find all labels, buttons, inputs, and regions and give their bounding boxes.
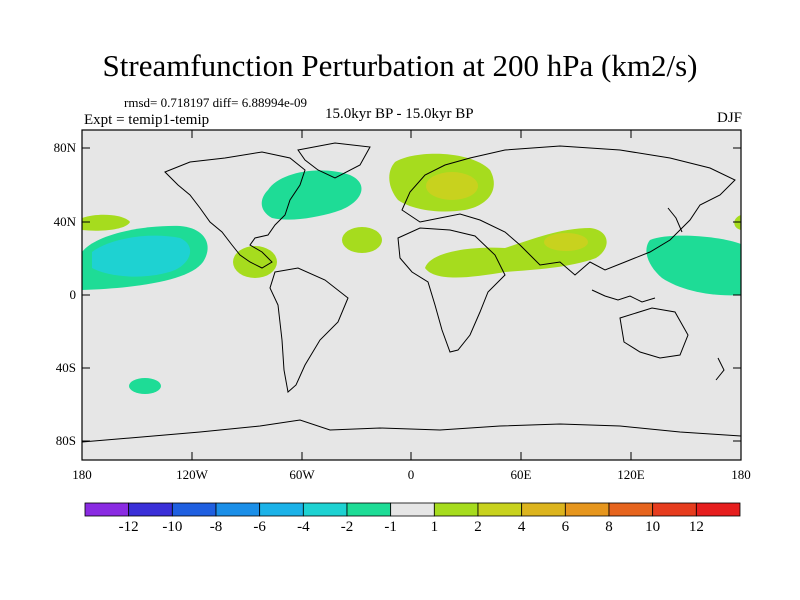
lat-label-40s: 40S bbox=[55, 360, 76, 375]
colorbar-swatch bbox=[215, 502, 261, 517]
colorbar-swatch bbox=[346, 502, 392, 517]
colorbar-swatch bbox=[564, 502, 610, 517]
anomaly-layer bbox=[82, 153, 741, 394]
colorbar-label: 10 bbox=[645, 519, 661, 535]
colorbar-label: -2 bbox=[340, 519, 354, 535]
lon-label-180e: 180 bbox=[731, 467, 751, 482]
lat-ticks bbox=[82, 147, 741, 442]
colorbar-label: 6 bbox=[561, 519, 570, 535]
colorbar-label: -12 bbox=[118, 519, 139, 535]
lon-label-120w: 120W bbox=[176, 467, 208, 482]
period-label: 15.0kyr BP - 15.0kyr BP bbox=[325, 106, 474, 122]
lat-label-80n: 80N bbox=[53, 140, 76, 155]
colorbar-label: -10 bbox=[162, 519, 183, 535]
coastline-africa bbox=[397, 227, 506, 353]
coastline-new-zealand bbox=[715, 357, 725, 381]
coastline-south-america bbox=[269, 267, 349, 393]
lat-label-0: 0 bbox=[69, 287, 77, 302]
lat-label-40n: 40N bbox=[53, 214, 76, 229]
colorbar-swatch bbox=[128, 502, 173, 517]
colorbar-label: 4 bbox=[517, 519, 526, 535]
colorbar-swatch bbox=[521, 502, 566, 517]
coastline-eurasia bbox=[401, 145, 736, 276]
colorbar-label: -8 bbox=[209, 519, 223, 535]
colorbar-swatch bbox=[302, 502, 348, 517]
colorbar-label: 12 bbox=[688, 519, 704, 535]
lon-ticks bbox=[191, 130, 632, 460]
coastline-indonesia bbox=[591, 289, 656, 303]
colorbar-label: 2 bbox=[474, 519, 482, 535]
lon-label-120e: 120E bbox=[617, 467, 645, 482]
colorbar-swatch bbox=[695, 502, 741, 517]
anomaly-south-asia-inner bbox=[544, 233, 588, 251]
colorbar-swatch bbox=[652, 502, 697, 517]
colorbar-swatch bbox=[433, 502, 479, 517]
anomaly-south-pacific bbox=[129, 378, 161, 394]
season-label: DJF bbox=[716, 110, 742, 126]
colorbar-swatch bbox=[608, 502, 654, 517]
coastline-north-america bbox=[164, 151, 306, 269]
lon-label-60e: 60E bbox=[510, 467, 532, 482]
colorbar bbox=[84, 502, 741, 517]
colorbar-label: -1 bbox=[384, 519, 397, 535]
anomaly-western-north-pacific bbox=[646, 235, 741, 296]
colorbar-label: -6 bbox=[253, 519, 266, 535]
lon-label-0: 0 bbox=[407, 467, 415, 482]
coastline-antarctica bbox=[82, 419, 741, 443]
colorbar-swatch bbox=[171, 502, 217, 517]
colorbar-label: -4 bbox=[297, 519, 310, 535]
colorbar-label: 1 bbox=[430, 519, 439, 535]
anomaly-caribbean bbox=[233, 246, 277, 278]
coastline-greenland bbox=[297, 142, 371, 179]
colorbar-swatch bbox=[477, 502, 523, 517]
colorbar-swatch bbox=[259, 502, 304, 517]
anomaly-western-north-atlantic bbox=[261, 170, 362, 220]
anomaly-central-north-pacific-inner bbox=[92, 235, 191, 277]
colorbar-swatch bbox=[390, 502, 435, 517]
colorbar-swatch bbox=[84, 502, 130, 517]
anomaly-europe-inner bbox=[426, 172, 478, 200]
experiment-label: Expt = temip1-temip bbox=[84, 112, 210, 128]
anomaly-central-atlantic bbox=[342, 227, 382, 253]
coastlines bbox=[82, 142, 741, 443]
lat-label-80s: 80S bbox=[55, 433, 76, 448]
anomaly-mid-latitude-pacific bbox=[82, 214, 130, 231]
colorbar-label: 8 bbox=[605, 519, 613, 535]
coastline-japan bbox=[667, 207, 683, 233]
stats-text: rmsd= 0.718197 diff= 6.88994e-09 bbox=[124, 95, 308, 110]
lon-label-60w: 60W bbox=[289, 467, 315, 482]
coastline-australia bbox=[619, 307, 689, 359]
chart-title: Streamfunction Perturbation at 200 hPa (… bbox=[102, 48, 698, 83]
lon-label-180w: 180 bbox=[72, 467, 92, 482]
